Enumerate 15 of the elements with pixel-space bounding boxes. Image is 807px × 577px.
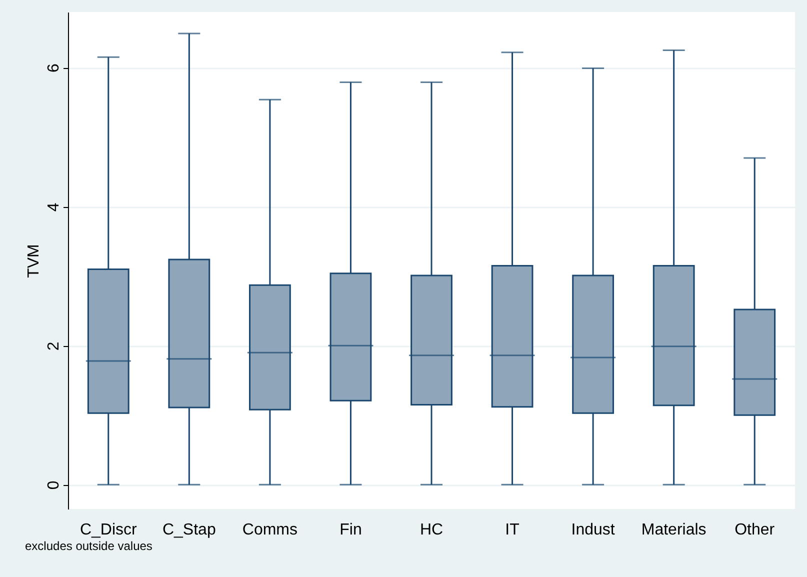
x-tick-label: HC [420, 522, 444, 538]
x-tick-label: Comms [242, 522, 298, 538]
text: excludes outside values [25, 539, 152, 553]
y-tick-label: 2 [46, 342, 62, 351]
x-tick-label: IT [505, 522, 520, 538]
x-tick-label: Materials [641, 522, 706, 538]
x-tick-label: C_Discr [80, 522, 138, 538]
x-tick-label: Other [734, 522, 776, 538]
y-tick-label: 6 [46, 64, 62, 73]
x-tick-label: Indust [571, 522, 616, 538]
x-tick-label: Fin [340, 522, 362, 538]
y-tick-label: 0 [46, 480, 62, 490]
y-axis-title: TVM [26, 244, 42, 278]
x-tick-label: C_Stap [162, 522, 216, 538]
y-tick-label: 4 [46, 202, 62, 212]
